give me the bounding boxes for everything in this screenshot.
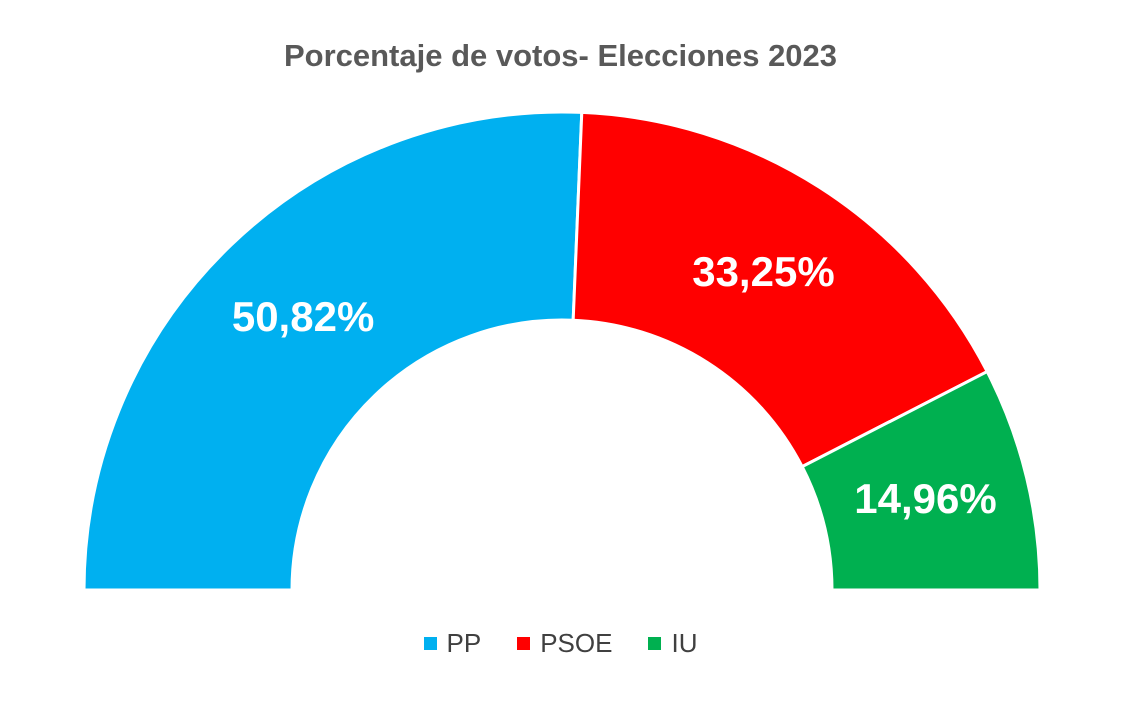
legend-swatch-pp [423, 637, 437, 650]
legend-swatch-iu [648, 637, 662, 650]
data-label-psoe: 33,25% [692, 248, 834, 295]
data-label-iu: 14,96% [854, 475, 996, 522]
slice-iu [800, 369, 1042, 592]
legend-item-psoe: PSOE [517, 628, 612, 659]
legend-item-pp: PP [423, 628, 482, 659]
legend-label-iu: IU [671, 628, 698, 658]
slice-psoe [571, 110, 990, 469]
legend-swatch-psoe [517, 637, 531, 650]
chart-title: Porcentaje de votos- Elecciones 2023 [283, 38, 838, 73]
legend: PP PSOE IU [0, 628, 1121, 659]
legend-label-pp: PP [446, 628, 482, 658]
legend-label-psoe: PSOE [540, 628, 613, 658]
data-label-pp: 50,82% [232, 293, 374, 340]
legend-item-iu: IU [648, 628, 697, 659]
slice-pp [82, 110, 584, 592]
